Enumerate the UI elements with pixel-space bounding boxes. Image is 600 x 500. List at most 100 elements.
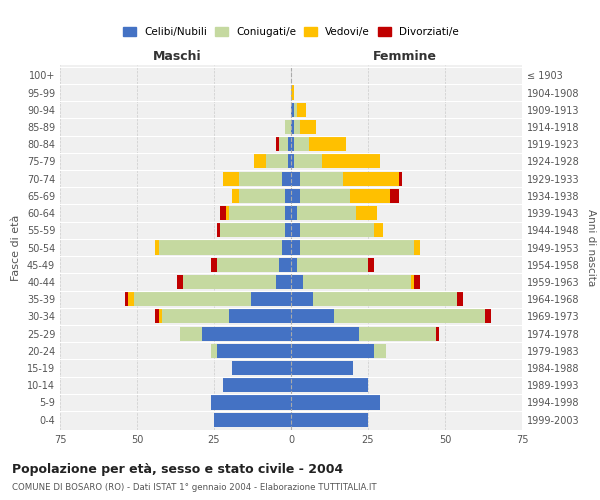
Bar	[285, 206, 291, 220]
Bar	[322, 154, 380, 168]
Bar	[291, 258, 297, 272]
Bar	[291, 102, 294, 117]
Bar	[291, 310, 334, 324]
Bar	[128, 292, 134, 306]
Bar	[291, 344, 374, 358]
Bar	[297, 206, 356, 220]
Bar	[291, 189, 300, 203]
Bar	[291, 361, 353, 375]
Bar	[310, 137, 346, 152]
Bar	[288, 154, 291, 168]
Bar	[211, 258, 217, 272]
Bar	[294, 102, 297, 117]
Bar	[291, 137, 294, 152]
Bar	[158, 240, 282, 254]
Text: Maschi: Maschi	[153, 50, 202, 64]
Bar	[294, 154, 322, 168]
Bar	[232, 189, 239, 203]
Bar	[229, 310, 291, 324]
Bar	[251, 292, 291, 306]
Bar	[294, 137, 310, 152]
Bar	[291, 275, 304, 289]
Bar	[414, 275, 421, 289]
Bar	[374, 223, 383, 238]
Text: COMUNE DI BOSARO (RO) - Dati ISTAT 1° gennaio 2004 - Elaborazione TUTTITALIA.IT: COMUNE DI BOSARO (RO) - Dati ISTAT 1° ge…	[12, 484, 377, 492]
Bar	[217, 223, 220, 238]
Bar	[282, 240, 291, 254]
Bar	[368, 258, 374, 272]
Bar	[304, 275, 411, 289]
Bar	[285, 189, 291, 203]
Bar	[313, 292, 457, 306]
Bar	[291, 412, 368, 426]
Bar	[226, 206, 229, 220]
Bar	[343, 172, 399, 185]
Bar	[220, 206, 226, 220]
Bar	[211, 344, 217, 358]
Bar	[291, 172, 300, 185]
Bar	[278, 258, 291, 272]
Bar	[297, 102, 307, 117]
Bar	[291, 292, 313, 306]
Bar	[300, 223, 374, 238]
Bar	[223, 378, 291, 392]
Bar	[291, 120, 294, 134]
Bar	[356, 206, 377, 220]
Bar	[300, 240, 414, 254]
Bar	[214, 412, 291, 426]
Bar	[291, 378, 368, 392]
Bar	[297, 258, 368, 272]
Bar	[239, 172, 282, 185]
Bar	[294, 120, 300, 134]
Bar	[350, 189, 389, 203]
Bar	[177, 275, 183, 289]
Bar	[223, 172, 239, 185]
Bar	[275, 137, 278, 152]
Bar	[158, 310, 161, 324]
Bar	[389, 189, 399, 203]
Y-axis label: Anni di nascita: Anni di nascita	[586, 209, 596, 286]
Legend: Celibi/Nubili, Coniugati/e, Vedovi/e, Divorziati/e: Celibi/Nubili, Coniugati/e, Vedovi/e, Di…	[119, 23, 463, 42]
Bar	[239, 189, 285, 203]
Text: Femmine: Femmine	[373, 50, 437, 64]
Bar	[266, 154, 288, 168]
Bar	[436, 326, 439, 340]
Bar	[155, 240, 158, 254]
Bar	[220, 223, 285, 238]
Bar	[125, 292, 128, 306]
Bar	[202, 326, 291, 340]
Bar	[282, 172, 291, 185]
Bar	[275, 275, 291, 289]
Bar	[217, 258, 278, 272]
Bar	[291, 206, 297, 220]
Bar	[229, 206, 285, 220]
Bar	[211, 396, 291, 409]
Bar	[485, 310, 491, 324]
Bar	[411, 275, 414, 289]
Bar	[278, 137, 288, 152]
Bar	[134, 292, 251, 306]
Bar	[291, 86, 294, 100]
Bar	[288, 137, 291, 152]
Bar	[180, 326, 202, 340]
Bar	[359, 326, 436, 340]
Bar	[300, 189, 350, 203]
Y-axis label: Fasce di età: Fasce di età	[11, 214, 21, 280]
Bar	[161, 310, 229, 324]
Bar	[254, 154, 266, 168]
Bar	[291, 396, 380, 409]
Bar	[291, 240, 300, 254]
Bar	[300, 172, 343, 185]
Bar	[285, 223, 291, 238]
Bar	[155, 310, 158, 324]
Bar	[183, 275, 275, 289]
Bar	[217, 344, 291, 358]
Bar	[232, 361, 291, 375]
Bar	[291, 326, 359, 340]
Text: Popolazione per età, sesso e stato civile - 2004: Popolazione per età, sesso e stato civil…	[12, 462, 343, 475]
Bar	[457, 292, 463, 306]
Bar	[285, 120, 291, 134]
Bar	[399, 172, 402, 185]
Bar	[291, 223, 300, 238]
Bar	[414, 240, 421, 254]
